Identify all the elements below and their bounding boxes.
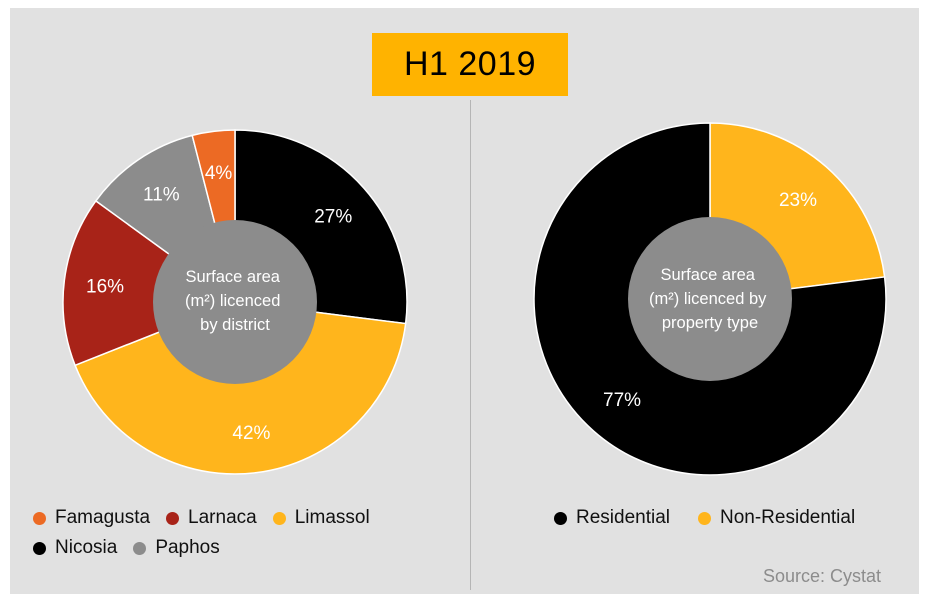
legend-label-limassol: Limassol bbox=[294, 507, 370, 528]
district-data-labels: 27% 42% 16% 11% 4% bbox=[86, 163, 352, 444]
data-label-famagusta: 4% bbox=[205, 163, 233, 184]
donut-chart-district: Surface area (m²) licenced by district 2… bbox=[62, 129, 408, 475]
legend-dot-paphos bbox=[133, 541, 147, 555]
legend-label-larnaca: Larnaca bbox=[188, 507, 257, 528]
legend-item-famagusta: Famagusta bbox=[33, 507, 150, 529]
data-label-residential: 77% bbox=[603, 390, 641, 411]
legend-item-nicosia: Nicosia bbox=[33, 537, 117, 559]
district-legend-row-2: Nicosia Paphos bbox=[33, 533, 386, 563]
legend-label-residential: Residential bbox=[576, 507, 670, 528]
legend-item-larnaca: Larnaca bbox=[166, 507, 257, 529]
legend-item-non-residential: Non-Residential bbox=[698, 507, 855, 529]
legend-dot-larnaca bbox=[166, 511, 180, 525]
property-legend: Residential Non-Residential bbox=[554, 503, 871, 533]
property-legend-row-1: Residential Non-Residential bbox=[554, 503, 871, 533]
district-center-line-2: (m²) licenced bbox=[185, 292, 280, 310]
district-center-line-3: by district bbox=[200, 316, 270, 334]
property-center-line-3: property type bbox=[662, 314, 758, 332]
property-center-circle bbox=[628, 217, 792, 381]
title-box: H1 2019 bbox=[372, 33, 568, 96]
district-center-label: Surface area (m²) licenced by district bbox=[185, 268, 285, 334]
district-center-circle bbox=[153, 220, 317, 384]
legend-item-paphos: Paphos bbox=[133, 537, 220, 559]
data-label-non-residential: 23% bbox=[779, 190, 817, 211]
legend-label-non-residential: Non-Residential bbox=[720, 507, 856, 528]
legend-label-nicosia: Nicosia bbox=[55, 537, 118, 558]
district-center-line-1: Surface area bbox=[185, 268, 280, 286]
chart-title: H1 2019 bbox=[403, 45, 537, 83]
legend-item-residential: Residential bbox=[554, 507, 670, 529]
legend-dot-non-residential bbox=[698, 511, 711, 525]
legend-label-paphos: Paphos bbox=[155, 537, 220, 558]
data-label-limassol: 42% bbox=[232, 423, 270, 444]
slice-residential bbox=[533, 122, 887, 476]
data-label-nicosia: 27% bbox=[314, 206, 352, 227]
legend-dot-nicosia bbox=[33, 541, 46, 555]
legend-dot-residential bbox=[554, 511, 567, 525]
property-center-label: Surface area (m²) licenced by property t… bbox=[649, 266, 771, 332]
legend-dot-limassol bbox=[272, 511, 286, 525]
property-center-line-2: (m²) licenced by bbox=[649, 290, 767, 308]
legend-dot-famagusta bbox=[33, 511, 46, 525]
legend-label-famagusta: Famagusta bbox=[55, 507, 151, 528]
legend-item-limassol: Limassol bbox=[272, 507, 370, 529]
donut-chart-property-type: Surface area (m²) licenced by property t… bbox=[533, 122, 887, 476]
slice-limassol bbox=[74, 301, 407, 475]
slice-larnaca bbox=[62, 199, 237, 367]
panel-divider bbox=[470, 100, 471, 590]
source-note: Source: Cystat bbox=[762, 566, 881, 586]
property-data-labels: 23% 77% bbox=[603, 190, 817, 411]
district-legend: Famagusta Larnaca Limassol Nicosia Papho… bbox=[33, 503, 386, 563]
property-center-line-1: Surface area bbox=[660, 266, 755, 284]
data-label-larnaca: 16% bbox=[86, 277, 124, 298]
data-label-paphos: 11% bbox=[143, 185, 180, 206]
district-legend-row-1: Famagusta Larnaca Limassol bbox=[33, 503, 386, 533]
